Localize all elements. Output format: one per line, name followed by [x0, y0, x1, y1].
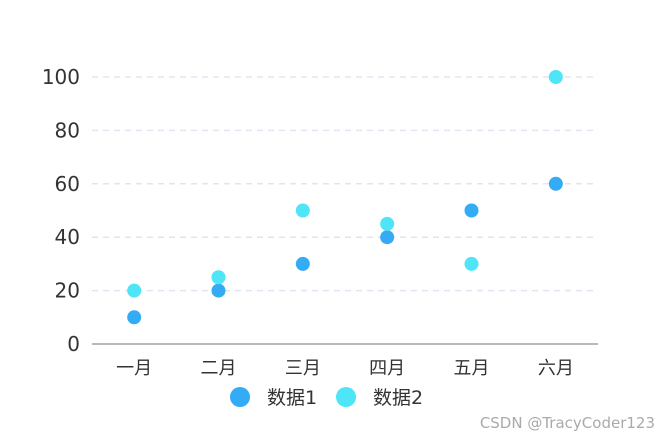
legend-item-series-2[interactable]: 数据2 — [336, 387, 423, 409]
data-points — [127, 70, 563, 325]
grid-lines — [92, 76, 598, 292]
series-1-point[interactable] — [295, 256, 310, 271]
y-tick-label: 80 — [55, 118, 80, 142]
series-2-point[interactable] — [548, 70, 563, 84]
legend-label: 数据2 — [373, 387, 423, 409]
x-tick-label: 一月 — [116, 358, 152, 379]
x-tick-label: 四月 — [369, 358, 405, 379]
y-tick-label: 60 — [55, 172, 80, 196]
series-1-point[interactable] — [211, 283, 226, 298]
y-tick-label: 20 — [55, 279, 80, 303]
series-1-point[interactable] — [380, 230, 395, 245]
series-2-point[interactable] — [295, 203, 310, 218]
legend-label: 数据1 — [267, 387, 317, 409]
y-tick-label: 40 — [55, 225, 80, 249]
series-1-point[interactable] — [464, 203, 479, 218]
y-tick-label: 0 — [67, 332, 80, 356]
legend: 数据1 数据2 — [230, 387, 423, 409]
series-2-point[interactable] — [464, 256, 479, 271]
series-2-point[interactable] — [127, 283, 142, 298]
series-2-point[interactable] — [211, 270, 226, 285]
series-1-point[interactable] — [548, 176, 563, 191]
series-1-point[interactable] — [127, 310, 142, 325]
legend-marker — [336, 387, 356, 407]
y-tick-label: 100 — [42, 65, 80, 89]
legend-item-series-1[interactable]: 数据1 — [230, 387, 317, 409]
x-tick-label: 六月 — [538, 358, 574, 379]
x-tick-label: 二月 — [201, 358, 237, 379]
x-axis-ticks: 一月 二月 三月 四月 五月 六月 — [116, 358, 574, 379]
series-2-point[interactable] — [380, 216, 395, 231]
x-tick-label: 五月 — [454, 358, 490, 379]
watermark-text: CSDN @TracyCoder123 — [480, 414, 655, 432]
x-tick-label: 三月 — [285, 358, 321, 379]
legend-marker — [230, 387, 250, 407]
y-axis-ticks: 0 20 40 60 80 100 — [42, 65, 80, 356]
